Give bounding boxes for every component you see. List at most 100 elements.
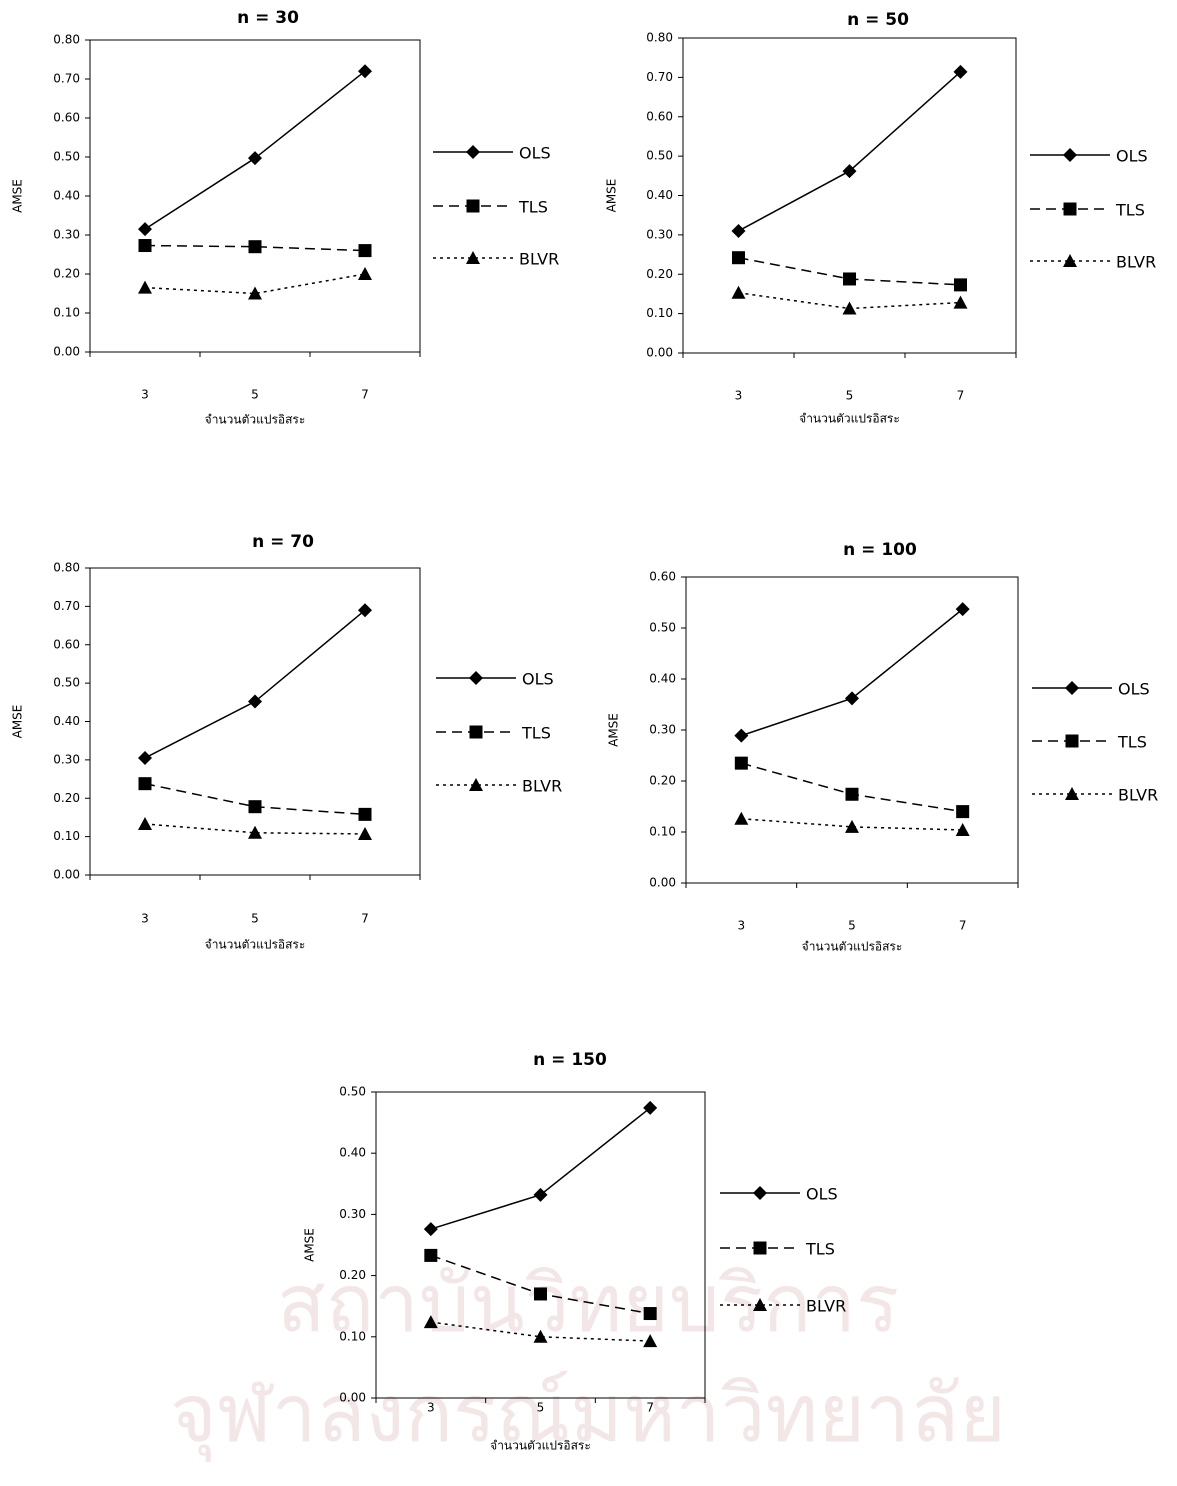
y-tick-label: 0.20 <box>53 267 80 281</box>
y-tick-label: 0.20 <box>339 1268 366 1282</box>
x-axis-label: จำนวนตัวแปรอิสระ <box>802 940 903 954</box>
legend-label: TLS <box>1115 201 1145 220</box>
x-tick-label: 7 <box>957 389 965 403</box>
marker-square <box>956 805 969 818</box>
y-tick-label: 0.00 <box>649 876 676 890</box>
y-tick-label: 0.00 <box>53 868 80 882</box>
series-line <box>741 763 962 811</box>
x-tick-label: 5 <box>251 912 259 926</box>
y-tick-label: 0.10 <box>53 306 80 320</box>
marker-square <box>139 239 152 252</box>
y-axis-label: AMSE <box>607 713 621 747</box>
marker-diamond <box>138 222 152 236</box>
y-tick-label: 0.60 <box>53 637 80 651</box>
series-line <box>145 71 365 229</box>
y-tick-label: 0.30 <box>53 228 80 242</box>
x-axis-label: จำนวนตัวแปรอิสระ <box>490 1439 591 1453</box>
marker-diamond <box>534 1188 548 1202</box>
y-tick-label: 0.40 <box>649 672 676 686</box>
page: สถาบันวิทยบริการ จุฬาลงกรณ์มหาวิทยาลัย n… <box>0 0 1177 1486</box>
chart-title: n = 30 <box>237 8 299 28</box>
x-tick-label: 3 <box>738 919 746 933</box>
series-line <box>739 72 961 231</box>
y-tick-label: 0.60 <box>646 109 673 123</box>
marker-square <box>359 808 372 821</box>
y-tick-label: 0.50 <box>646 149 673 163</box>
y-tick-label: 0.30 <box>339 1207 366 1221</box>
marker-square <box>249 800 262 813</box>
x-tick-label: 5 <box>848 919 856 933</box>
marker-triangle <box>732 286 746 299</box>
y-axis-label: AMSE <box>11 705 25 739</box>
y-tick-label: 0.80 <box>53 561 80 575</box>
x-tick-label: 3 <box>735 389 743 403</box>
y-tick-label: 0.50 <box>53 676 80 690</box>
chart-title: n = 150 <box>533 1050 607 1070</box>
x-tick-label: 5 <box>846 389 854 403</box>
marker-diamond <box>138 751 152 765</box>
y-tick-label: 0.20 <box>646 267 673 281</box>
marker-diamond <box>734 729 748 743</box>
legend-label: BLVR <box>1118 786 1158 805</box>
y-tick-label: 0.20 <box>53 791 80 805</box>
marker-square <box>735 757 748 770</box>
marker-square <box>1064 203 1077 216</box>
marker-square <box>732 251 745 264</box>
marker-square <box>644 1307 657 1320</box>
x-axis-label: จำนวนตัวแปรอิสระ <box>205 938 306 952</box>
y-tick-label: 0.00 <box>53 345 80 359</box>
legend-label: TLS <box>805 1240 835 1259</box>
marker-triangle <box>138 281 152 294</box>
legend-label: BLVR <box>1116 253 1156 272</box>
legend-label: BLVR <box>806 1297 846 1316</box>
y-tick-label: 0.80 <box>53 33 80 47</box>
marker-square <box>954 278 967 291</box>
legend-label: OLS <box>1116 147 1148 166</box>
marker-triangle <box>358 267 372 280</box>
x-tick-label: 3 <box>141 388 149 402</box>
y-tick-label: 0.40 <box>339 1146 366 1160</box>
marker-diamond <box>1065 681 1079 695</box>
legend-label: OLS <box>522 670 554 689</box>
marker-triangle <box>358 827 372 840</box>
marker-diamond <box>1063 148 1077 162</box>
y-tick-label: 0.50 <box>649 621 676 635</box>
x-tick-label: 7 <box>361 388 369 402</box>
marker-diamond <box>358 64 372 78</box>
y-tick-label: 0.70 <box>53 72 80 86</box>
legend-label: OLS <box>1118 680 1150 699</box>
legend-label: BLVR <box>519 250 559 269</box>
y-tick-label: 0.10 <box>339 1329 366 1343</box>
y-tick-label: 0.30 <box>53 752 80 766</box>
plot-area <box>686 577 1018 883</box>
y-tick-label: 0.40 <box>53 189 80 203</box>
y-tick-label: 0.60 <box>53 111 80 125</box>
marker-square <box>359 244 372 257</box>
marker-square <box>1066 735 1079 748</box>
y-tick-label: 0.30 <box>646 227 673 241</box>
marker-diamond <box>753 1186 767 1200</box>
y-tick-label: 0.80 <box>646 31 673 45</box>
marker-square <box>534 1287 547 1300</box>
y-tick-label: 0.00 <box>646 346 673 360</box>
y-tick-label: 0.40 <box>646 188 673 202</box>
marker-triangle <box>734 812 748 825</box>
marker-square <box>470 726 483 739</box>
y-tick-label: 0.00 <box>339 1391 366 1405</box>
x-tick-label: 5 <box>251 388 259 402</box>
marker-diamond <box>732 224 746 238</box>
marker-triangle <box>138 817 152 830</box>
x-tick-label: 5 <box>537 1401 545 1415</box>
plot-area <box>90 40 420 352</box>
marker-diamond <box>643 1101 657 1115</box>
marker-square <box>467 200 480 213</box>
marker-square <box>846 788 859 801</box>
x-tick-label: 7 <box>361 912 369 926</box>
y-tick-label: 0.10 <box>646 306 673 320</box>
marker-diamond <box>469 671 483 685</box>
y-axis-label: AMSE <box>605 179 619 213</box>
y-tick-label: 0.70 <box>646 70 673 84</box>
x-tick-label: 3 <box>141 912 149 926</box>
chart-title: n = 70 <box>252 532 314 552</box>
y-tick-label: 0.10 <box>53 829 80 843</box>
